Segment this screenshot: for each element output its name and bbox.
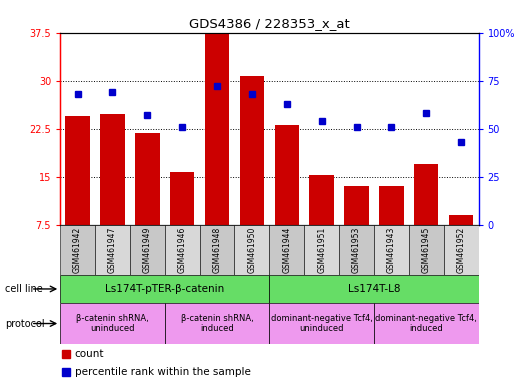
Bar (60, 275, 269, 303)
Bar (449, 215, 473, 225)
Text: GSM461949: GSM461949 (143, 227, 152, 273)
Bar (344, 186, 369, 225)
Bar (65, 116, 90, 225)
Bar (310, 175, 334, 225)
Text: GSM461951: GSM461951 (317, 227, 326, 273)
Bar (200, 225, 234, 275)
Bar (409, 225, 444, 275)
Text: dominant-negative Tcf4,
induced: dominant-negative Tcf4, induced (376, 314, 477, 333)
Bar (165, 303, 269, 344)
Title: GDS4386 / 228353_x_at: GDS4386 / 228353_x_at (189, 17, 350, 30)
Bar (234, 225, 269, 275)
Bar (130, 225, 165, 275)
Text: dominant-negative Tcf4,
uninduced: dominant-negative Tcf4, uninduced (271, 314, 372, 333)
Text: GSM461947: GSM461947 (108, 227, 117, 273)
Text: GSM461945: GSM461945 (422, 227, 431, 273)
Text: GSM461948: GSM461948 (212, 227, 222, 273)
Bar (165, 225, 200, 275)
Text: GSM461943: GSM461943 (387, 227, 396, 273)
Bar (60, 303, 165, 344)
Bar (269, 303, 374, 344)
Bar (374, 303, 479, 344)
Bar (414, 164, 438, 225)
Bar (339, 225, 374, 275)
Bar (379, 186, 404, 225)
Bar (135, 133, 160, 225)
Bar (60, 225, 95, 275)
Text: Ls174T-pTER-β-catenin: Ls174T-pTER-β-catenin (105, 284, 224, 294)
Bar (240, 76, 264, 225)
Text: GSM461942: GSM461942 (73, 227, 82, 273)
Bar (275, 126, 299, 225)
Text: GSM461946: GSM461946 (178, 227, 187, 273)
Bar (269, 275, 479, 303)
Bar (95, 225, 130, 275)
Bar (170, 172, 195, 225)
Text: Ls174T-L8: Ls174T-L8 (348, 284, 400, 294)
Bar (205, 34, 229, 225)
Text: protocol: protocol (5, 318, 45, 329)
Text: GSM461944: GSM461944 (282, 227, 291, 273)
Text: cell line: cell line (5, 284, 43, 294)
Text: percentile rank within the sample: percentile rank within the sample (75, 366, 251, 377)
Text: GSM461952: GSM461952 (457, 227, 465, 273)
Bar (269, 225, 304, 275)
Bar (304, 225, 339, 275)
Text: count: count (75, 349, 104, 359)
Text: β-catenin shRNA,
induced: β-catenin shRNA, induced (180, 314, 254, 333)
Text: GSM461950: GSM461950 (247, 227, 256, 273)
Text: β-catenin shRNA,
uninduced: β-catenin shRNA, uninduced (76, 314, 149, 333)
Bar (444, 225, 479, 275)
Text: GSM461953: GSM461953 (352, 227, 361, 273)
Bar (100, 114, 124, 225)
Bar (374, 225, 409, 275)
